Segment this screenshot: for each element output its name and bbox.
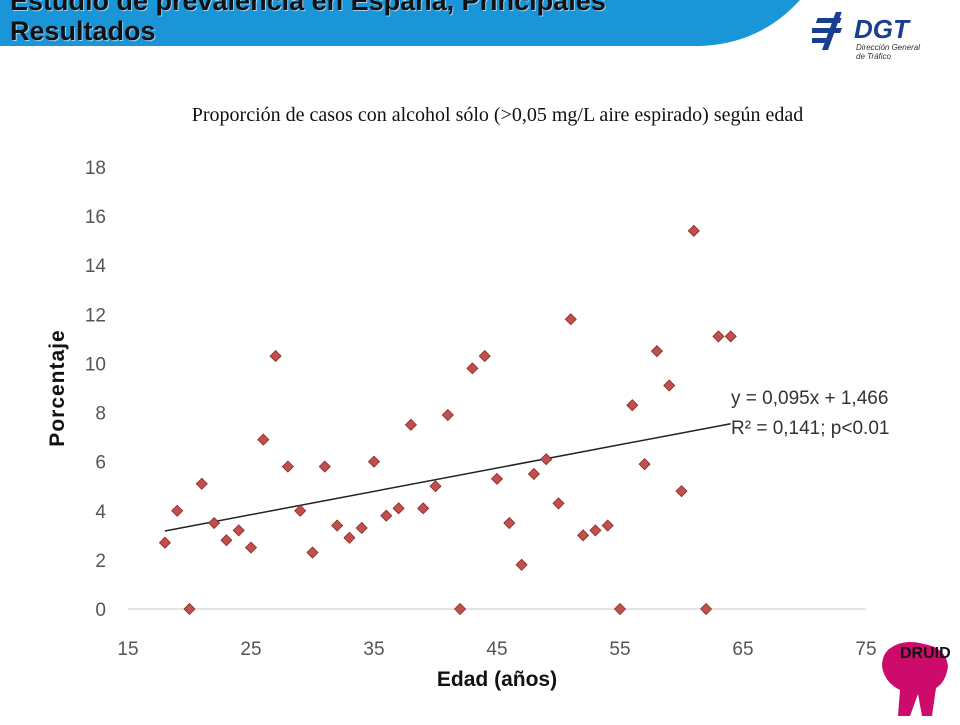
page-title-line2: Resultados (10, 16, 156, 46)
banner-shape (0, 0, 800, 46)
y-tick-label: 10 (85, 354, 106, 375)
data-point (269, 350, 282, 363)
data-point (208, 516, 221, 530)
data-point (663, 379, 676, 392)
y-tick-label: 18 (85, 158, 106, 179)
druid-logo-text: DRUID (900, 645, 951, 662)
data-point (318, 460, 331, 473)
data-points (158, 224, 737, 616)
data-point (244, 541, 258, 554)
y-tick-label: 8 (95, 404, 106, 425)
x-axis-ticks: 15 25 35 45 55 65 75 (117, 639, 876, 660)
data-point (577, 529, 590, 542)
data-point (515, 558, 528, 571)
y-tick-label: 12 (85, 305, 106, 326)
scatter-chart: 0 2 4 6 8 10 12 14 16 18 15 25 35 45 55 65 75 y = 0,095… (46, 158, 889, 691)
data-point (441, 408, 454, 422)
data-point (171, 504, 184, 517)
data-point (380, 509, 393, 522)
x-tick-label: 75 (855, 639, 876, 660)
x-tick-label: 15 (117, 639, 138, 660)
x-tick-label: 35 (363, 639, 384, 660)
dgt-logo: DGT Dirección General de Tráfico (804, 6, 952, 66)
y-tick-label: 16 (85, 207, 106, 228)
data-point (589, 524, 602, 537)
x-tick-label: 45 (486, 639, 507, 660)
data-point (404, 418, 417, 431)
data-point (540, 453, 553, 466)
druid-logo-icon: DRUID (882, 642, 951, 716)
page-title: Estudio de prevalencia en España, Princi… (10, 0, 790, 46)
y-axis-label: Porcentaje (46, 329, 69, 446)
data-point (367, 455, 381, 468)
trendline-equation: y = 0,095x + 1,466 (731, 388, 888, 409)
data-point (195, 477, 208, 490)
data-point (552, 497, 565, 510)
x-tick-label: 55 (609, 639, 630, 660)
data-point (257, 433, 270, 446)
y-tick-label: 4 (95, 502, 106, 523)
y-tick-label: 14 (85, 256, 107, 277)
data-point (392, 502, 405, 515)
druid-logo: DRUID (872, 636, 960, 720)
data-point (700, 602, 713, 616)
data-point (466, 362, 479, 375)
data-point (478, 350, 491, 363)
data-point (331, 519, 344, 532)
data-point (355, 521, 368, 535)
data-point (158, 536, 171, 549)
data-point (675, 485, 688, 498)
trendline (164, 422, 731, 532)
data-point (687, 224, 700, 237)
data-point (281, 460, 294, 473)
page-title-line1: Estudio de prevalencia en España, Princi… (10, 0, 606, 16)
dgt-logo-sub2: de Tráfico (856, 52, 892, 61)
data-point (626, 399, 639, 412)
data-point (503, 516, 516, 530)
x-tick-label: 25 (240, 639, 261, 660)
x-tick-label: 65 (732, 639, 753, 660)
data-point (306, 546, 319, 559)
data-point (429, 480, 442, 493)
data-point (712, 330, 725, 343)
data-point (343, 531, 356, 544)
data-point (724, 330, 737, 343)
data-point (564, 313, 577, 326)
y-tick-label: 2 (95, 551, 106, 572)
data-point (220, 534, 233, 547)
header-banner: Estudio de prevalencia en España, Princi… (0, 0, 800, 50)
data-point (650, 345, 663, 358)
data-point (638, 458, 651, 471)
x-axis-label: Edad (años) (437, 668, 557, 691)
trendline-r2: R² = 0,141; p<0.01 (731, 418, 889, 439)
data-point (601, 519, 614, 532)
dgt-logo-sub1: Dirección General (856, 43, 920, 52)
data-point (613, 602, 627, 616)
data-point (490, 472, 504, 485)
data-point (527, 467, 540, 481)
dgt-logo-text: DGT (854, 14, 911, 44)
chart-subtitle: Proporción de casos con alcohol sólo (>0… (191, 104, 804, 126)
data-point (183, 602, 196, 616)
data-point (294, 504, 307, 517)
y-axis-ticks: 0 2 4 6 8 10 12 14 16 18 (85, 158, 107, 621)
data-point (232, 524, 245, 537)
data-point (454, 602, 467, 616)
y-tick-label: 6 (95, 453, 106, 474)
data-point (417, 502, 430, 515)
y-tick-label: 0 (95, 600, 106, 621)
dgt-logo-icon: DGT Dirección General de Tráfico (804, 12, 920, 61)
